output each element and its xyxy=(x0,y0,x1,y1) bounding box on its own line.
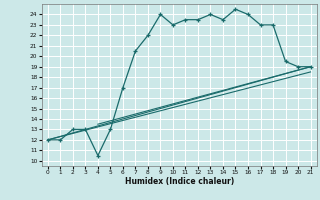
X-axis label: Humidex (Indice chaleur): Humidex (Indice chaleur) xyxy=(124,177,234,186)
